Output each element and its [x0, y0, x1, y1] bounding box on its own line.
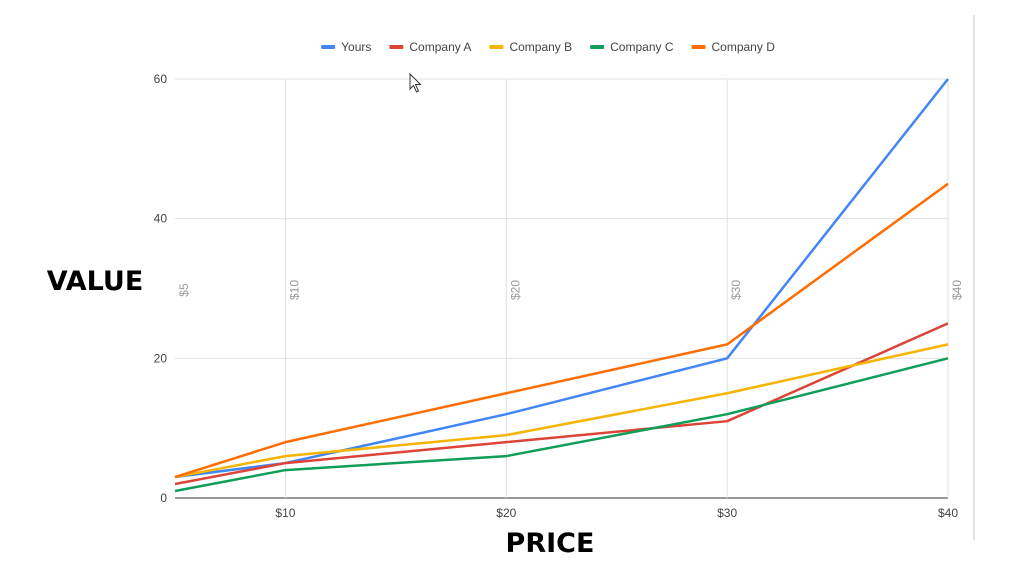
- y-tick-label: 40: [154, 212, 168, 226]
- vertical-price-label: $10: [287, 280, 301, 300]
- vertical-price-labels: $5 $10 $20 $30 $40: [177, 280, 964, 300]
- vertical-price-label: $30: [729, 280, 743, 300]
- legend-label: Company B: [509, 40, 572, 54]
- x-tick-label: $40: [938, 506, 958, 520]
- y-tick-label: 20: [154, 351, 168, 365]
- legend-swatch: [389, 45, 404, 49]
- legend-label: Company A: [409, 40, 471, 54]
- y-tick-label: 0: [160, 491, 167, 505]
- legend-item-company-c[interactable]: Company C: [590, 40, 674, 54]
- mouse-pointer-icon: [409, 72, 422, 93]
- legend-item-company-b[interactable]: Company B: [489, 40, 572, 54]
- x-tick-label: $20: [496, 506, 516, 520]
- legend-swatch: [489, 45, 504, 49]
- x-axis-ticks: $10 $20 $30 $40: [275, 506, 958, 520]
- legend-label: Company C: [610, 40, 674, 54]
- legend-swatch: [691, 45, 706, 49]
- chart-grid: [175, 78, 949, 499]
- y-axis-ticks: 0 20 40 60: [154, 72, 168, 505]
- series-line-yours: [174, 78, 949, 479]
- legend-item-company-a[interactable]: Company A: [389, 40, 471, 54]
- chart-legend[interactable]: Yours Company A Company B Company C Company …: [321, 40, 775, 54]
- series-line-company-d: [174, 182, 949, 479]
- legend-swatch: [321, 45, 336, 49]
- series-line-company-b: [174, 343, 949, 479]
- y-axis-title: VALUE: [47, 266, 144, 297]
- series-line-company-a: [174, 322, 949, 486]
- x-tick-label: $30: [717, 506, 737, 520]
- vertical-price-label: $40: [950, 280, 964, 300]
- x-tick-label: $10: [275, 506, 295, 520]
- vertical-price-label: $5: [177, 283, 191, 297]
- legend-swatch: [590, 45, 605, 49]
- x-axis-title: PRICE: [506, 528, 595, 559]
- chart-series: [174, 78, 949, 493]
- legend-label: Yours: [341, 40, 371, 54]
- y-tick-label: 60: [154, 72, 168, 86]
- legend-label: Company D: [712, 40, 776, 54]
- legend-item-yours[interactable]: Yours: [321, 40, 371, 54]
- series-line-company-c: [174, 357, 949, 493]
- legend-item-company-d[interactable]: Company D: [691, 40, 776, 54]
- vertical-price-label: $20: [508, 280, 522, 300]
